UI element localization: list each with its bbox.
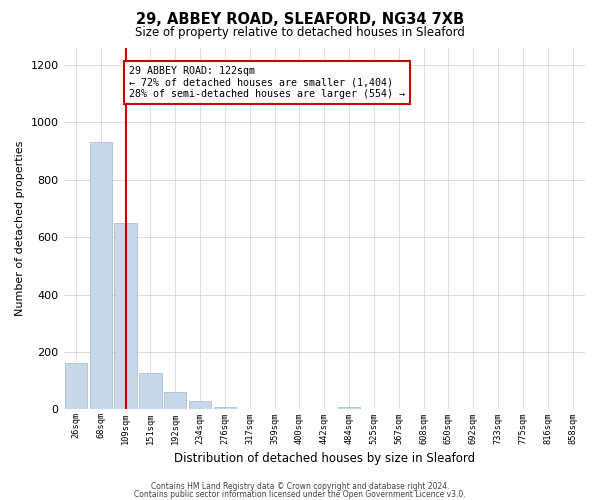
Text: Size of property relative to detached houses in Sleaford: Size of property relative to detached ho… bbox=[135, 26, 465, 39]
Bar bbox=[164, 392, 187, 409]
Bar bbox=[338, 406, 360, 410]
Bar bbox=[214, 406, 236, 410]
Text: 29, ABBEY ROAD, SLEAFORD, NG34 7XB: 29, ABBEY ROAD, SLEAFORD, NG34 7XB bbox=[136, 12, 464, 28]
Text: Contains HM Land Registry data © Crown copyright and database right 2024.: Contains HM Land Registry data © Crown c… bbox=[151, 482, 449, 491]
Bar bbox=[65, 364, 87, 410]
X-axis label: Distribution of detached houses by size in Sleaford: Distribution of detached houses by size … bbox=[174, 452, 475, 465]
Y-axis label: Number of detached properties: Number of detached properties bbox=[15, 141, 25, 316]
Bar bbox=[115, 222, 137, 410]
Bar bbox=[139, 374, 161, 410]
Bar bbox=[89, 142, 112, 410]
Text: 29 ABBEY ROAD: 122sqm
← 72% of detached houses are smaller (1,404)
28% of semi-d: 29 ABBEY ROAD: 122sqm ← 72% of detached … bbox=[130, 66, 406, 100]
Bar bbox=[189, 402, 211, 409]
Text: Contains public sector information licensed under the Open Government Licence v3: Contains public sector information licen… bbox=[134, 490, 466, 499]
